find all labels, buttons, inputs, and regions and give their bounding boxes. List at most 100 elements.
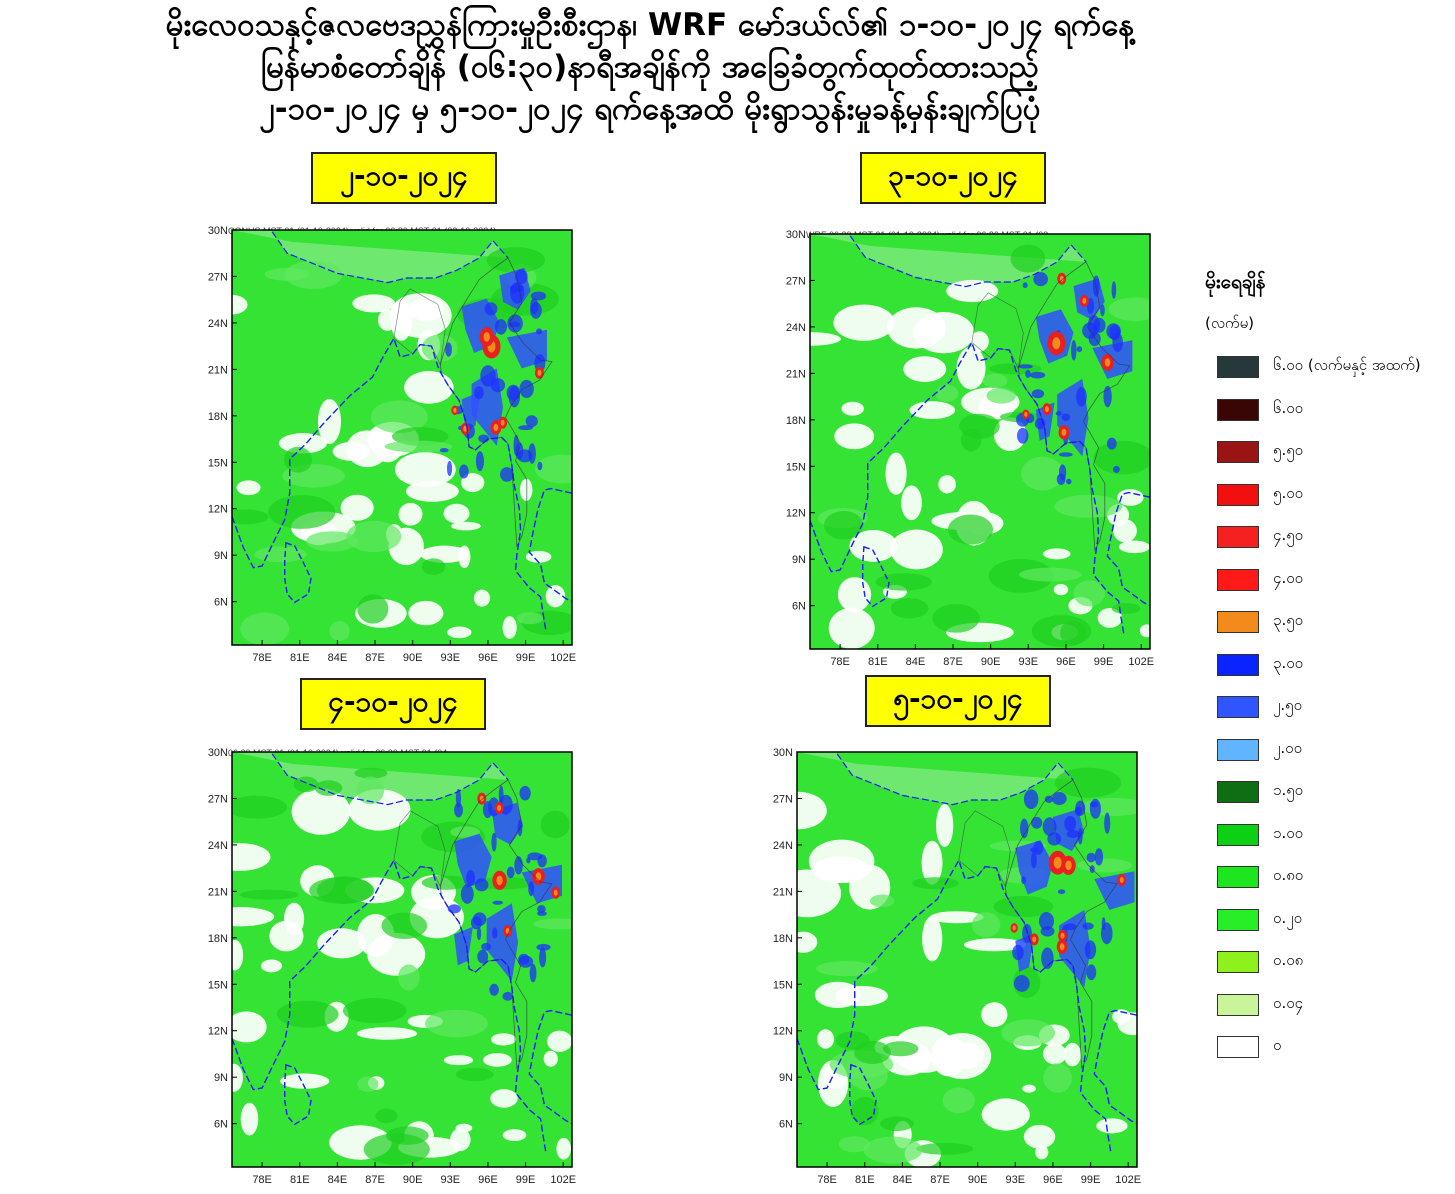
lat-tick-label: 12N: [786, 508, 806, 520]
lat-tick-label: 27N: [786, 275, 806, 287]
lat-tick-label: 30N: [786, 229, 806, 241]
legend-item: ၄.၀၀: [1205, 559, 1453, 602]
legend-title: မိုးရေချိန်: [1205, 271, 1266, 293]
legend-label: ၆.၀၀: [1273, 398, 1304, 417]
map-title: မိုးလေဝသနှင့်ဇလဗေဒညွှန်ကြားမှုဦးစီးဌာန၊ …: [0, 4, 1300, 130]
rainfall-map: WRF 06:30 MST 01 (01-10-2024) valid for …: [786, 229, 1154, 668]
legend-unit: (လက်မ): [1205, 314, 1255, 332]
title-line-2: မြန်မာစံတော်ချိန် (၀၆:၃၀)နာရီအချိန်ကို အ…: [260, 49, 1039, 85]
legend-item: ၁.၅၀: [1205, 771, 1453, 814]
legend-swatch: [1217, 526, 1259, 549]
legend-item: ၀.၈၀: [1205, 856, 1453, 899]
legend-swatch: [1217, 611, 1259, 634]
legend-swatch: [1217, 696, 1259, 719]
legend-item: ၄.၅၀: [1205, 516, 1453, 559]
lat-tick-label: 12N: [208, 504, 228, 516]
lon-tick-label: 96E: [1043, 1174, 1063, 1186]
lat-tick-label: 12N: [208, 1026, 228, 1038]
lat-tick-label: 21N: [786, 368, 806, 380]
legend-label: ၃.၀၀: [1273, 653, 1304, 672]
legend-swatch: [1217, 908, 1259, 931]
legend-swatch: [1217, 1036, 1259, 1059]
lat-tick-label: 21N: [773, 886, 793, 898]
legend-label: ၅.၀၀: [1273, 483, 1304, 502]
legend-swatch: [1217, 356, 1259, 379]
rainfall-map-panel-2: WRF 06:30 MST 01 (01-10-2024) valid for …: [768, 216, 1168, 676]
legend-label: ၆.၀၀ (လက်မနှင့် အထက်): [1273, 356, 1421, 375]
lat-tick-label: 24N: [208, 318, 228, 330]
legend-item: ၂.၅၀: [1205, 686, 1453, 729]
lat-tick-label: 27N: [773, 793, 793, 805]
lat-tick-label: 30N: [208, 225, 228, 237]
lat-tick-label: 18N: [786, 415, 806, 427]
rainfall-map-panel-1: CONUS MST 01 (01-10-2024) valid for 06:3…: [190, 212, 590, 672]
legend-item: ၃.၅၀: [1205, 601, 1453, 644]
lat-tick-label: 18N: [208, 933, 228, 945]
lat-tick-label: 24N: [773, 840, 793, 852]
lon-tick-label: 87E: [930, 1174, 950, 1186]
lon-tick-label: 96E: [1056, 656, 1076, 668]
lon-tick-label: 78E: [830, 656, 850, 668]
lon-tick-label: 87E: [365, 652, 385, 664]
legend-label: ၄.၀၀: [1273, 568, 1304, 587]
lat-tick-label: 30N: [208, 747, 228, 759]
legend-label: ၀.၀၈: [1273, 951, 1304, 970]
legend-label: ၁.၅၀: [1273, 781, 1304, 800]
rainfall-legend: မိုးရေချိန် (လက်မ) ၆.၀၀ (လက်မနှင့် အထက်)…: [1205, 270, 1453, 1069]
legend-swatch: [1217, 993, 1259, 1016]
lon-tick-label: 84E: [328, 652, 348, 664]
lon-tick-label: 93E: [1006, 1174, 1026, 1186]
lon-tick-label: 102E: [1128, 656, 1154, 668]
legend-item: ၀.၂၀: [1205, 899, 1453, 942]
legend-item: ၀.၀၄: [1205, 984, 1453, 1027]
lat-tick-label: 27N: [208, 271, 228, 283]
lon-tick-label: 84E: [328, 1174, 348, 1186]
lon-tick-label: 93E: [1019, 656, 1039, 668]
legend-item: ၅.၅၀: [1205, 431, 1453, 474]
lat-tick-label: 27N: [208, 793, 228, 805]
rainfall-map-panel-4: 30N 27N 24N 21N 18N 15N 12N 9N 6N 78E 81E 84E 87E 90E…: [755, 734, 1155, 1194]
legend-swatch: [1217, 483, 1259, 506]
lat-tick-label: 6N: [779, 1119, 793, 1131]
lat-tick-label: 15N: [773, 979, 793, 991]
legend-swatch: [1217, 653, 1259, 676]
lon-tick-label: 102E: [1115, 1174, 1141, 1186]
legend-swatch: [1217, 866, 1259, 889]
lon-tick-label: 81E: [290, 1174, 310, 1186]
lon-tick-label: 84E: [906, 656, 926, 668]
lon-tick-label: 99E: [1081, 1174, 1101, 1186]
rainfall-map: CONUS MST 01 (01-10-2024) valid for 06:3…: [208, 225, 576, 664]
lat-tick-label: 30N: [773, 747, 793, 759]
legend-item: ၁.၀၀: [1205, 814, 1453, 857]
legend-swatch: [1217, 823, 1259, 846]
legend-item: ၆.၀၀: [1205, 389, 1453, 432]
lon-tick-label: 84E: [893, 1174, 913, 1186]
legend-label: ၃.၅၀: [1273, 611, 1304, 630]
legend-items: ၆.၀၀ (လက်မနှင့် အထက်) ၆.၀၀၅.၅၀၅.၀၀၄.၅၀၄.၀…: [1205, 346, 1453, 1069]
lon-tick-label: 102E: [550, 1174, 576, 1186]
date-badge-3: ၄-၁၀-၂၀၂၄: [300, 678, 486, 730]
lon-tick-label: 90E: [403, 1174, 423, 1186]
rainfall-map: 06:30 MST 01 (01-10-2024) valid for 06:3…: [208, 747, 576, 1186]
lat-tick-label: 18N: [208, 411, 228, 423]
lon-tick-label: 90E: [981, 656, 1001, 668]
lon-tick-label: 81E: [868, 656, 888, 668]
legend-label: ၂.၅၀: [1273, 696, 1303, 715]
lat-tick-label: 9N: [779, 1072, 793, 1084]
date-badge-2: ၃-၁၀-၂၀၂၄: [860, 152, 1046, 204]
legend-label: ၀: [1273, 1036, 1282, 1055]
lon-tick-label: 90E: [968, 1174, 988, 1186]
rainfall-map: 30N 27N 24N 21N 18N 15N 12N 9N 6N 78E 81E 84E 87E 90E…: [773, 747, 1141, 1186]
lon-tick-label: 93E: [441, 1174, 461, 1186]
lat-tick-label: 9N: [214, 550, 228, 562]
lon-tick-label: 81E: [290, 652, 310, 664]
lat-tick-label: 12N: [773, 1026, 793, 1038]
lat-tick-label: 18N: [773, 933, 793, 945]
lon-tick-label: 99E: [516, 652, 536, 664]
lon-tick-label: 102E: [550, 652, 576, 664]
lat-tick-label: 9N: [792, 554, 806, 566]
legend-item: ၅.၀၀: [1205, 474, 1453, 517]
legend-swatch: [1217, 781, 1259, 804]
legend-item: ၀.၀၈: [1205, 941, 1453, 984]
lon-tick-label: 99E: [516, 1174, 536, 1186]
